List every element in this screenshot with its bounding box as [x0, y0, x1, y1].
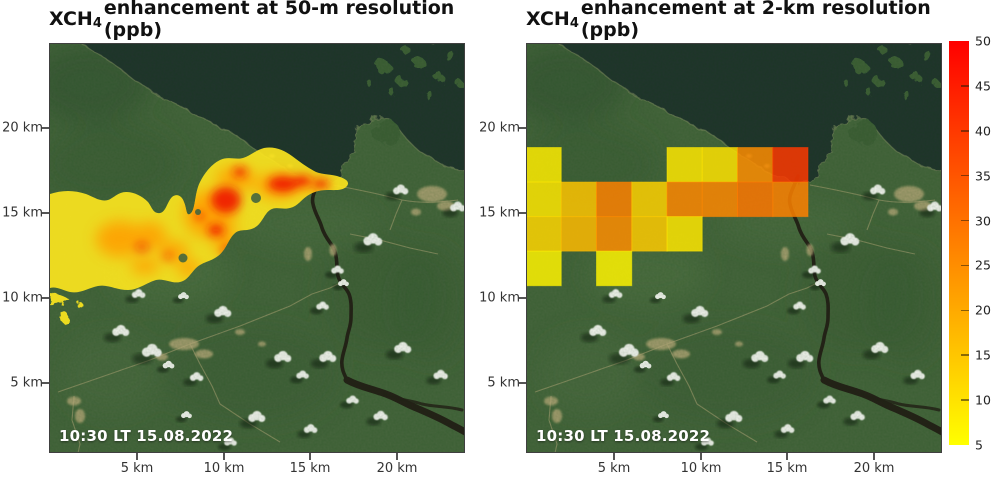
y-tick-mark	[519, 212, 526, 214]
y-tick-label: 10 km	[479, 290, 520, 306]
colorbar-tick-label: 15	[975, 347, 991, 363]
y-tick-label: 20 km	[479, 120, 520, 136]
y-tick-label: 15 km	[2, 205, 43, 221]
y-tick-mark	[519, 297, 526, 299]
grid-overlay	[527, 147, 809, 287]
x-tick-label: 20 km	[853, 461, 895, 476]
colorbar-tick-label: 30	[975, 213, 991, 229]
grid-cell	[560, 181, 597, 218]
grid-cell	[772, 147, 809, 183]
grid-cell	[737, 147, 774, 183]
y-tick-mark	[42, 297, 49, 299]
grid-cell	[701, 181, 738, 218]
x-tick-label: 15 km	[289, 461, 331, 476]
y-tick-mark	[42, 382, 49, 384]
colorbar-tick-mark	[961, 129, 969, 132]
colorbar-tick-label: 25	[975, 257, 991, 273]
y-tick-label: 10 km	[2, 290, 43, 306]
colorbar-tick-mark	[961, 354, 969, 357]
x-tick-label: 15 km	[766, 461, 808, 476]
x-tick-mark	[786, 453, 788, 460]
grid-cell	[666, 147, 703, 183]
x-tick-label: 5 km	[120, 461, 154, 476]
x-tick-mark	[309, 453, 311, 460]
x-tick-mark	[873, 453, 875, 460]
x-tick-mark	[396, 453, 398, 460]
title-rest: enhancement at 2-km resolution (ppb)	[580, 0, 931, 41]
x-tick-mark	[613, 453, 615, 460]
y-tick-mark	[42, 127, 49, 129]
grid-cell	[701, 147, 738, 183]
plume-overlay	[50, 147, 349, 322]
colorbar-tick-label: 5	[975, 437, 983, 453]
colorbar-tick-mark	[961, 219, 969, 222]
grid-cell	[527, 147, 562, 183]
x-tick-mark	[700, 453, 702, 460]
colorbar-tick-mark	[961, 399, 969, 401]
satellite-scene-50m	[50, 44, 465, 453]
colorbar-tick-mark	[961, 85, 969, 87]
colorbar-tick-label: 20	[975, 302, 991, 318]
title-subscript: 4	[92, 15, 102, 31]
grid-cell	[596, 250, 633, 287]
title-prefix: XCH	[49, 8, 93, 30]
title-rest: enhancement at 50-m resolution (ppb)	[103, 0, 455, 41]
panel-title-50m: XCH 4 enhancement at 50-m resolution (ppb…	[49, 0, 465, 41]
colorbar-tick-label: 50	[975, 33, 991, 49]
map-50m: 10:30 LT 15.08.2022	[49, 43, 465, 453]
title-prefix: XCH	[526, 8, 570, 30]
colorbar-tick-label: 40	[975, 123, 991, 139]
x-tick-label: 20 km	[376, 461, 418, 476]
colorbar-tick-label: 35	[975, 168, 991, 184]
y-tick-label: 20 km	[2, 120, 43, 136]
grid-cell	[666, 216, 703, 252]
y-tick-mark	[519, 127, 526, 129]
grid-cell	[737, 181, 774, 218]
colorbar-tick-mark	[961, 174, 969, 177]
grid-cell	[560, 216, 597, 252]
grid-cell	[527, 181, 562, 218]
grid-cell	[772, 181, 809, 218]
x-tick-mark	[223, 453, 225, 460]
grid-cell	[527, 216, 562, 252]
x-tick-mark	[136, 453, 138, 460]
y-tick-mark	[519, 382, 526, 384]
timestamp-2km: 10:30 LT 15.08.2022	[536, 427, 711, 445]
x-tick-label: 10 km	[680, 461, 722, 476]
map-2km: 10:30 LT 15.08.2022	[526, 43, 942, 453]
colorbar-tick-mark	[961, 264, 969, 267]
y-tick-label: 15 km	[479, 205, 520, 221]
title-subscript: 4	[569, 15, 579, 31]
grid-cell	[596, 181, 633, 218]
y-tick-label: 5 km	[10, 375, 43, 391]
y-tick-mark	[42, 212, 49, 214]
panel-title-2km: XCH 4 enhancement at 2-km resolution (ppb…	[526, 0, 942, 41]
colorbar-tick-label: 45	[975, 78, 991, 94]
timestamp-50m: 10:30 LT 15.08.2022	[59, 427, 234, 445]
satellite-scene-2km	[527, 44, 942, 453]
x-tick-label: 5 km	[597, 461, 631, 476]
grid-cell	[666, 181, 703, 218]
grid-cell	[527, 250, 562, 287]
colorbar-tick-mark	[961, 309, 969, 312]
grid-cell	[631, 181, 668, 218]
grid-cell	[631, 216, 668, 252]
y-tick-label: 5 km	[487, 375, 520, 391]
colorbar-gradient	[949, 41, 969, 445]
grid-cell	[596, 216, 633, 252]
x-tick-label: 10 km	[203, 461, 245, 476]
colorbar-tick-label: 10	[975, 392, 991, 408]
